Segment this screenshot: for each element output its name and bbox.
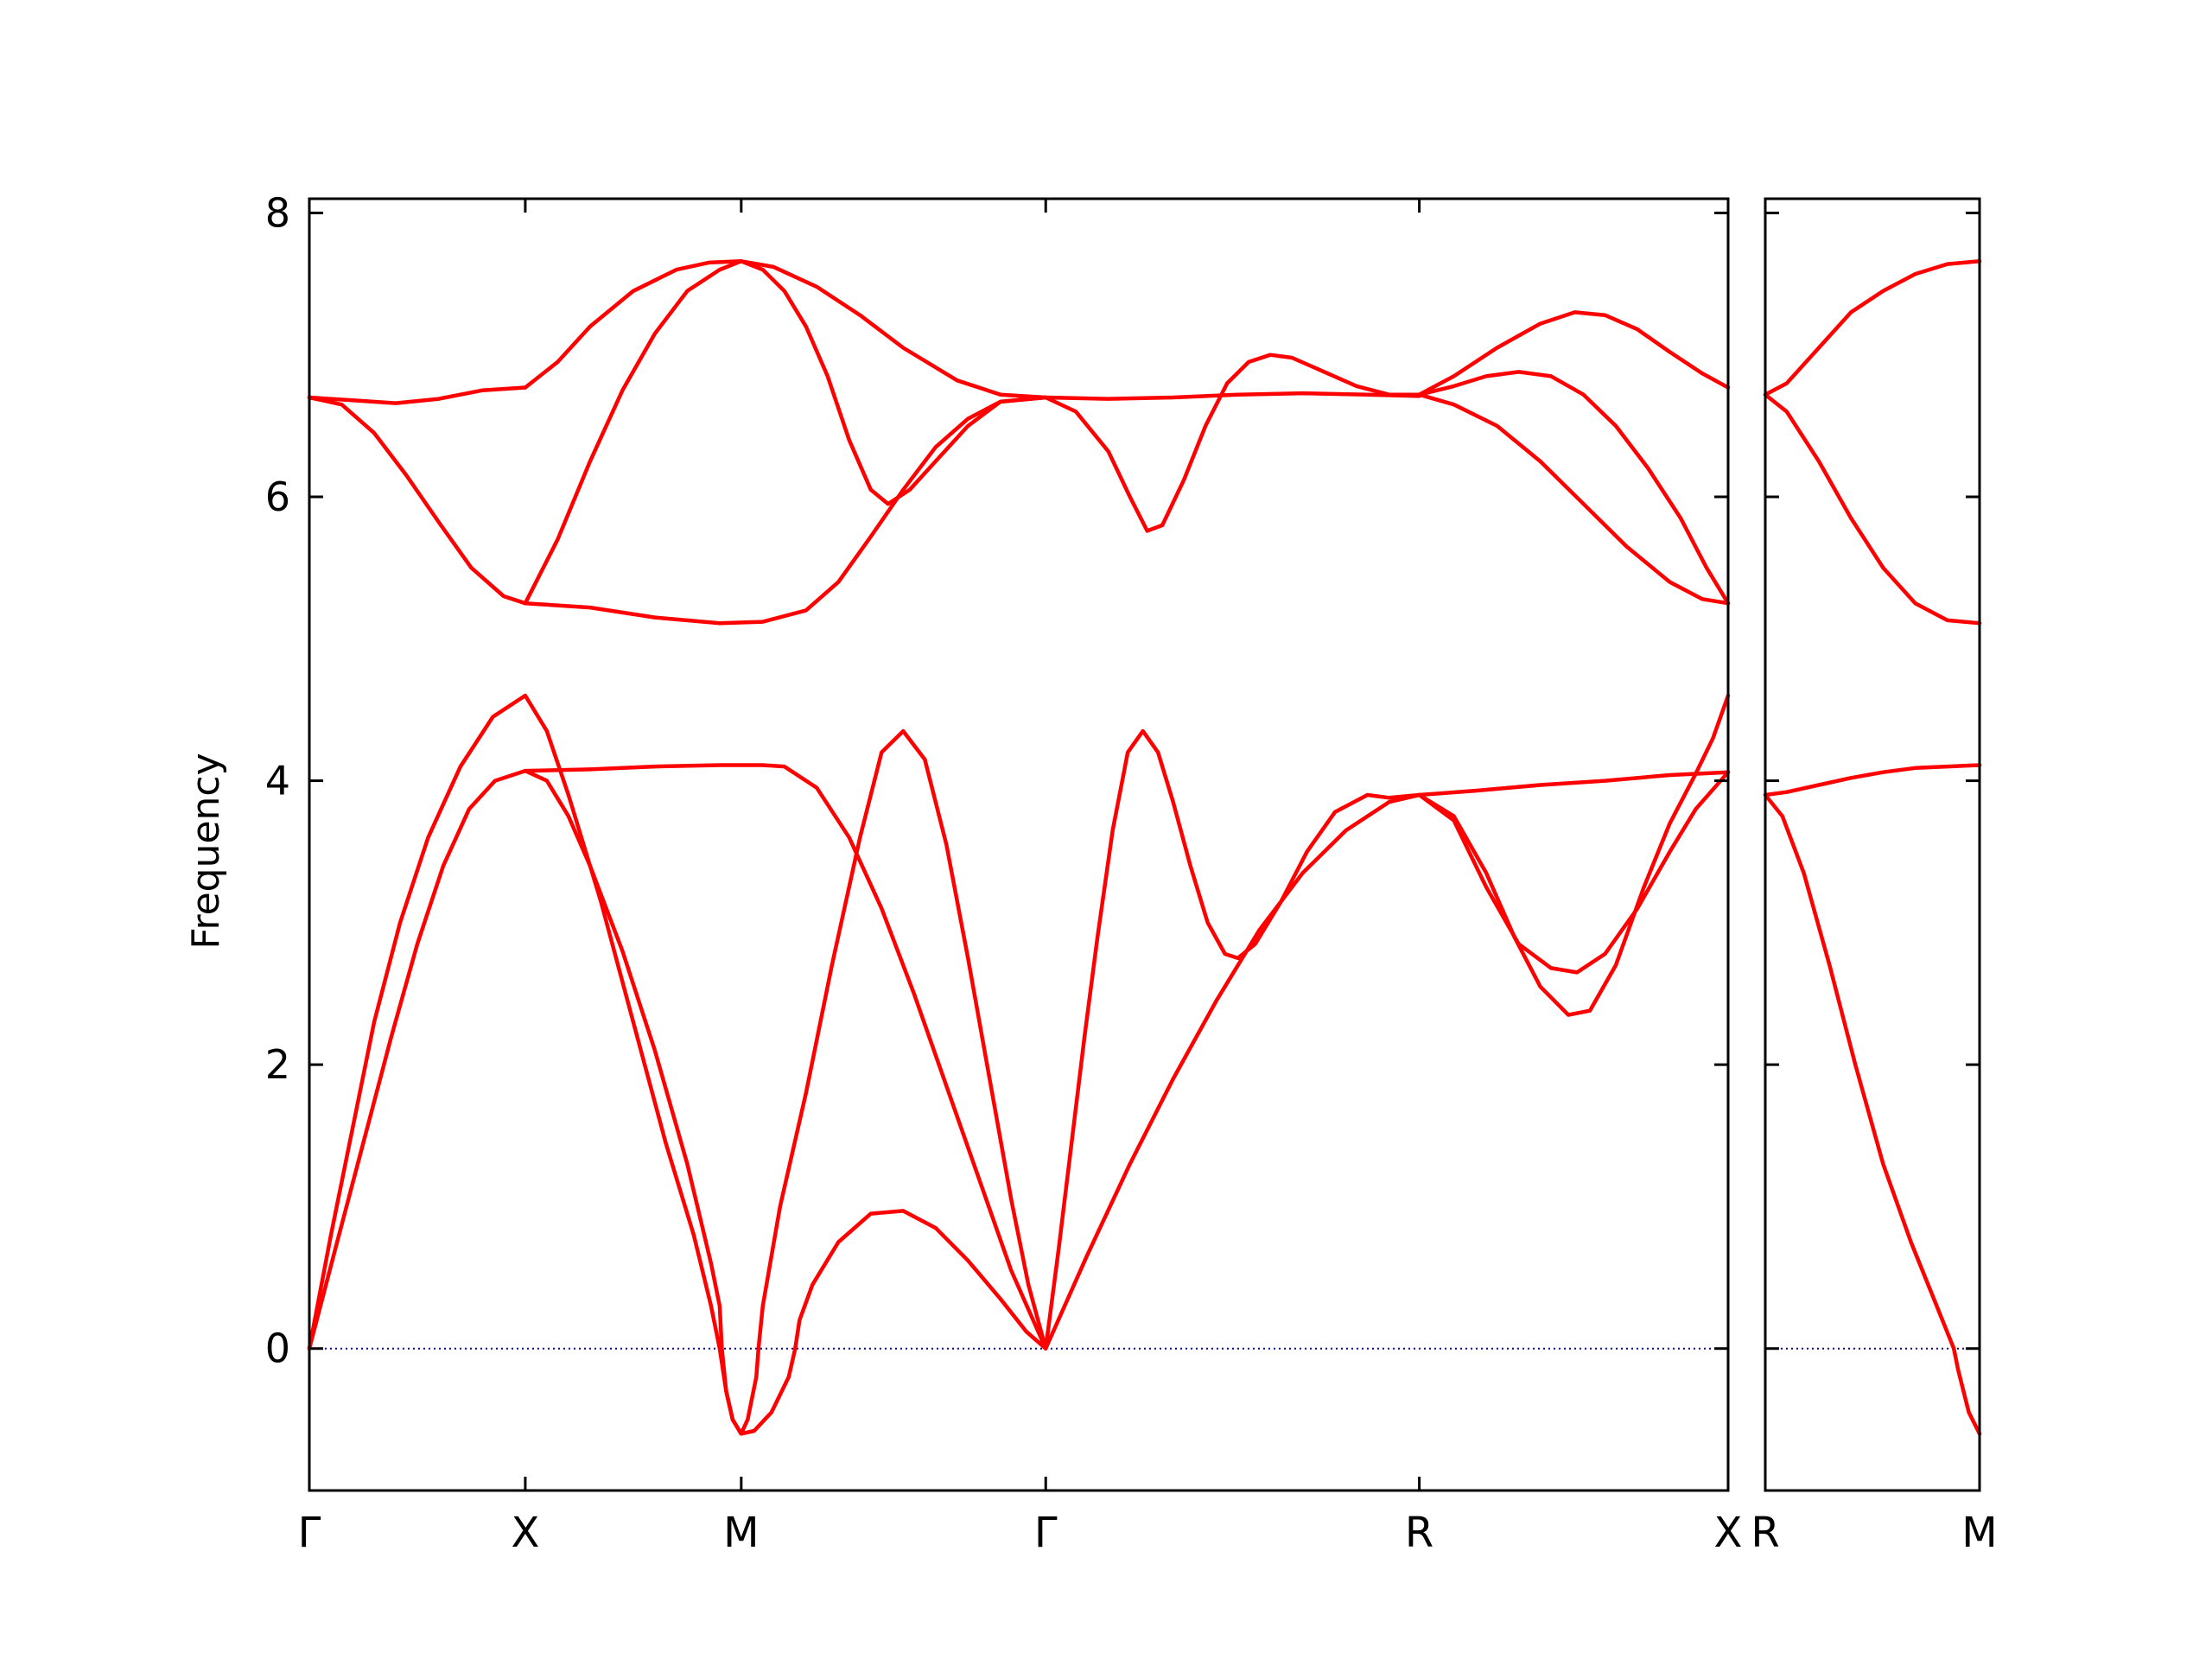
x-tick-label: Γ (298, 1509, 321, 1557)
y-tick-label: 2 (265, 1041, 290, 1088)
band-main-16 (1417, 370, 1731, 606)
band-right-0 (1763, 763, 1982, 798)
y-tick-label: 8 (265, 189, 290, 236)
y-tick-label: 4 (265, 758, 290, 804)
band-main-17 (1417, 392, 1731, 606)
axes-frame-main (308, 197, 1730, 1492)
y-axis-label: Frequency (184, 753, 228, 949)
band-main-13 (1043, 353, 1421, 533)
band-main-15 (1417, 310, 1731, 397)
x-tick-label: R (1751, 1509, 1779, 1557)
y-tick-label: 6 (265, 474, 290, 520)
x-tick-label: R (1405, 1509, 1433, 1557)
band-main-4 (1043, 728, 1421, 1351)
x-tick-label: M (723, 1509, 759, 1557)
band-main-6 (1417, 770, 1731, 975)
y-tick-label: 0 (265, 1325, 290, 1372)
band-main-5 (1417, 693, 1731, 1017)
band-main-9 (307, 395, 528, 606)
band-right-3 (1763, 392, 1982, 626)
axes-frame-right (1764, 197, 1981, 1492)
band-main-12 (523, 395, 1048, 626)
band-main-3 (1043, 792, 1421, 1351)
x-tick-label: X (511, 1509, 539, 1557)
band-main-2 (523, 763, 1048, 1351)
band-main-8 (307, 385, 528, 405)
band-main-14 (1043, 391, 1421, 401)
band-right-1 (1763, 792, 1982, 1436)
band-main-11 (523, 259, 1048, 606)
band-main-1 (307, 693, 1048, 1436)
x-tick-label: M (1961, 1509, 1997, 1557)
band-main-10 (523, 259, 1048, 400)
band-right-2 (1763, 259, 1982, 397)
band-main-7 (1417, 770, 1731, 798)
x-tick-label: X (1714, 1509, 1743, 1557)
x-tick-label: Γ (1034, 1509, 1058, 1557)
panel-main: 0 2 4 6 8 Γ X M Γ R X (265, 189, 1743, 1557)
band-main-0 (307, 768, 1048, 1436)
